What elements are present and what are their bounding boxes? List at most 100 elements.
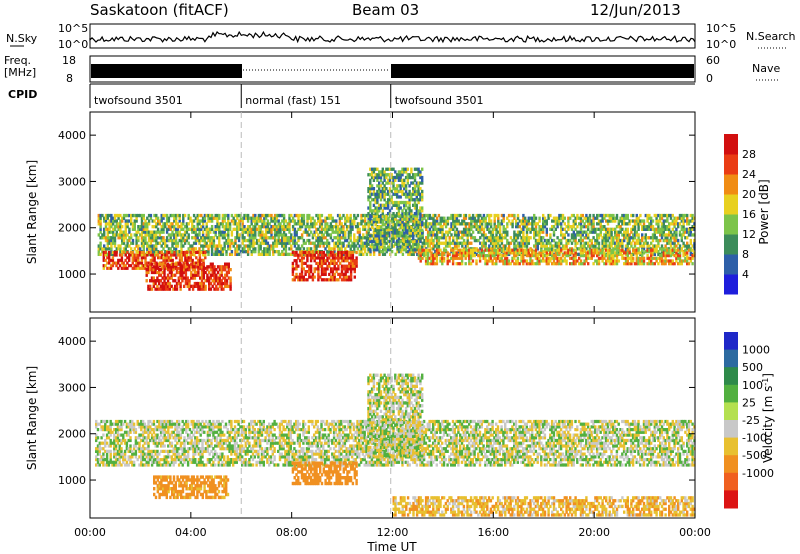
echo-cell [444,248,448,252]
echo-cell [635,222,638,226]
echo-cell [684,219,687,223]
echo-cell [542,230,545,234]
echo-cell [236,250,239,254]
echo-cell [282,219,286,223]
echo-cell [175,287,179,291]
echo-cell [337,272,340,276]
echo-cell [340,225,343,229]
echo-cell [444,230,448,234]
echo-cell [583,236,586,240]
echo-cell [606,230,610,234]
echo-cell [597,244,601,248]
echo-cell [272,244,275,248]
echo-cell [243,227,246,231]
echo-cell [309,241,313,245]
echo-cell [596,238,599,243]
echo-cell [208,284,211,288]
echo-cell [441,259,444,263]
echo-cell [648,222,651,226]
echo-cell [155,230,158,234]
echo-cell [300,270,304,274]
echo-cell [426,262,430,266]
echo-cell [110,216,113,220]
echo-cell [452,236,455,240]
echo-cell [383,237,386,241]
echo-cell [110,225,113,229]
echo-cell [241,241,244,245]
echo-cell [538,216,541,220]
echo-cell [106,256,109,260]
echo-cell [140,225,144,229]
echo-cell [542,219,545,223]
echo-cell [518,262,521,266]
echo-cell [612,236,615,240]
echo-cell [660,230,664,234]
freq-band-right [391,64,694,78]
echo-cell [468,251,471,255]
echo-cell [220,270,223,275]
echo-cell [110,252,113,256]
echo-cell [144,253,147,257]
echo-cell [250,230,253,234]
echo-cell [413,178,417,182]
echo-cell [302,250,305,255]
echo-cell [437,230,441,234]
echo-cell [266,213,270,218]
echo-cell [326,238,329,243]
echo-cell [381,187,384,191]
echo-cell [111,261,115,265]
echo-cell [155,238,158,243]
echo-cell [158,268,161,272]
echo-cell [318,241,322,245]
echo-cell [177,281,180,286]
echo-cell [156,287,159,291]
echo-cell [376,200,379,205]
echo-cell [198,213,201,218]
echo-cell [659,238,662,243]
echo-cell [365,230,369,234]
echo-cell [300,233,304,237]
echo-cell [252,236,255,240]
echo-cell [183,241,187,245]
echo-cell [322,259,325,263]
echo-cell [333,275,336,279]
echo-cell [151,258,154,262]
echo-cell [104,247,108,251]
echo-cell [477,213,480,218]
echo-cell [174,241,178,245]
echo-cell [122,236,126,240]
echo-cell [250,222,253,226]
echo-cell [335,252,338,256]
echo-cell [342,236,345,240]
echo-cell [659,219,662,223]
echo-cell [179,276,182,280]
echo-cell [536,233,539,237]
echo-cell [633,241,637,245]
echo-cell [317,250,320,254]
echo-cell [264,227,268,231]
echo-cell [340,253,344,257]
echo-cell [156,279,159,283]
echo-cell [186,268,189,272]
echo-cell [360,238,363,243]
echo-cell [257,213,261,218]
echo-cell [248,238,252,243]
echo-cell [317,267,320,271]
echo-cell [583,230,586,234]
echo-cell [444,222,448,226]
echo-cell [320,230,324,234]
echo-cell [248,247,252,251]
echo-cell [502,244,505,248]
echo-cell [655,216,658,220]
echo-cell [484,254,487,258]
echo-cell [339,272,342,276]
echo-cell [213,287,216,291]
echo-cell [264,252,268,256]
echo-cell [131,266,134,270]
echo-cell [128,264,131,268]
echo-cell [302,252,306,256]
echo-cell [156,222,160,226]
echo-cell [340,247,343,251]
echo-cell [192,225,196,229]
echo-cell [281,241,284,245]
